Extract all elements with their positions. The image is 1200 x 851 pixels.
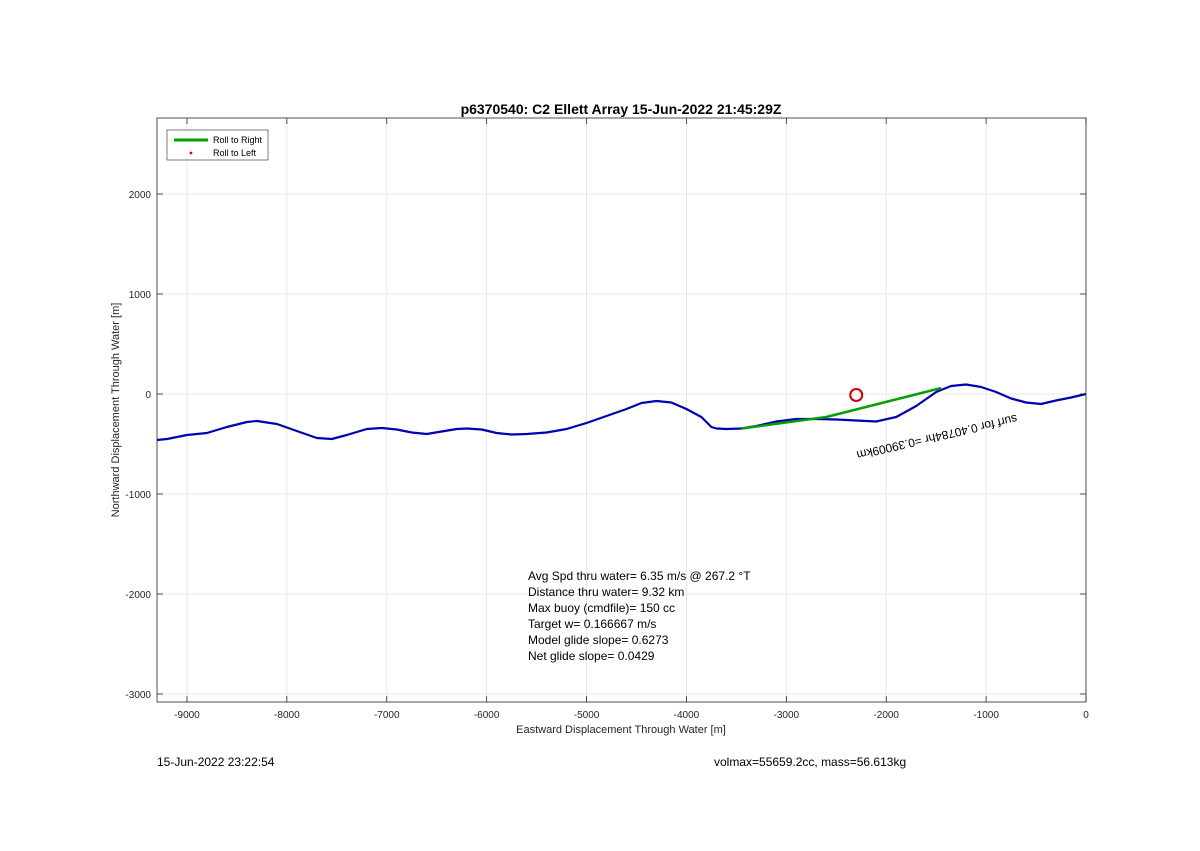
annotation-target-w: Target w= 0.166667 m/s [528, 617, 656, 631]
y-tick-label: -3000 [125, 690, 151, 701]
footer-timestamp: 15-Jun-2022 23:22:54 [157, 755, 275, 769]
x-tick-label: -7000 [374, 710, 400, 721]
annotation-net-glide: Net glide slope= 0.0429 [528, 649, 655, 663]
annotation-model-glide: Model glide slope= 0.6273 [528, 633, 669, 647]
x-tick-label: -4000 [674, 710, 700, 721]
legend-swatch-roll-left [189, 151, 193, 155]
track-line-roll-left [156, 383, 1087, 442]
annotation-max-buoy: Max buoy (cmdfile)= 150 cc [528, 601, 675, 615]
position-marker-circle [849, 388, 864, 402]
x-tick-label: -6000 [474, 710, 500, 721]
y-tick-label: 0 [145, 390, 151, 401]
x-axis-label: Eastward Displacement Through Water [m] [516, 724, 726, 736]
marker-layer [849, 388, 864, 402]
y-tick-label: 2000 [129, 190, 152, 201]
axis-ticks: -9000 -8000 -7000 -6000 -5000 -4000 -3000 -2000… [125, 118, 1089, 721]
stats-annotation: Avg Spd thru water= 6.35 m/s @ 267.2 °T … [528, 569, 751, 663]
y-tick-label: -1000 [125, 490, 151, 501]
x-tick-label: -8000 [274, 710, 300, 721]
y-tick-label: 1000 [129, 290, 152, 301]
footer-volmax-mass: volmax=55659.2cc, mass=56.613kg [714, 755, 907, 769]
x-tick-label: -9000 [174, 710, 200, 721]
series-layer [156, 383, 1087, 442]
legend: Roll to Right Roll to Left [166, 129, 269, 161]
chart-title: p6370540: C2 Ellett Array 15-Jun-2022 21… [461, 101, 782, 117]
y-tick-label: -2000 [125, 590, 151, 601]
x-tick-label: -5000 [574, 710, 600, 721]
legend-label-roll-right: Roll to Right [213, 135, 263, 145]
plot-frame [156, 117, 1087, 703]
track-line-roll-right [741, 386, 942, 430]
legend-box [166, 129, 269, 161]
y-axis-label: Northward Displacement Through Water [m] [110, 303, 122, 518]
x-tick-label: -3000 [774, 710, 800, 721]
x-tick-label: -2000 [873, 710, 899, 721]
annotation-avg-speed: Avg Spd thru water= 6.35 m/s @ 267.2 °T [528, 569, 751, 583]
annotation-distance: Distance thru water= 9.32 km [528, 585, 684, 599]
x-tick-label: 0 [1083, 710, 1089, 721]
legend-label-roll-left: Roll to Left [213, 148, 257, 158]
x-tick-label: -1000 [973, 710, 999, 721]
